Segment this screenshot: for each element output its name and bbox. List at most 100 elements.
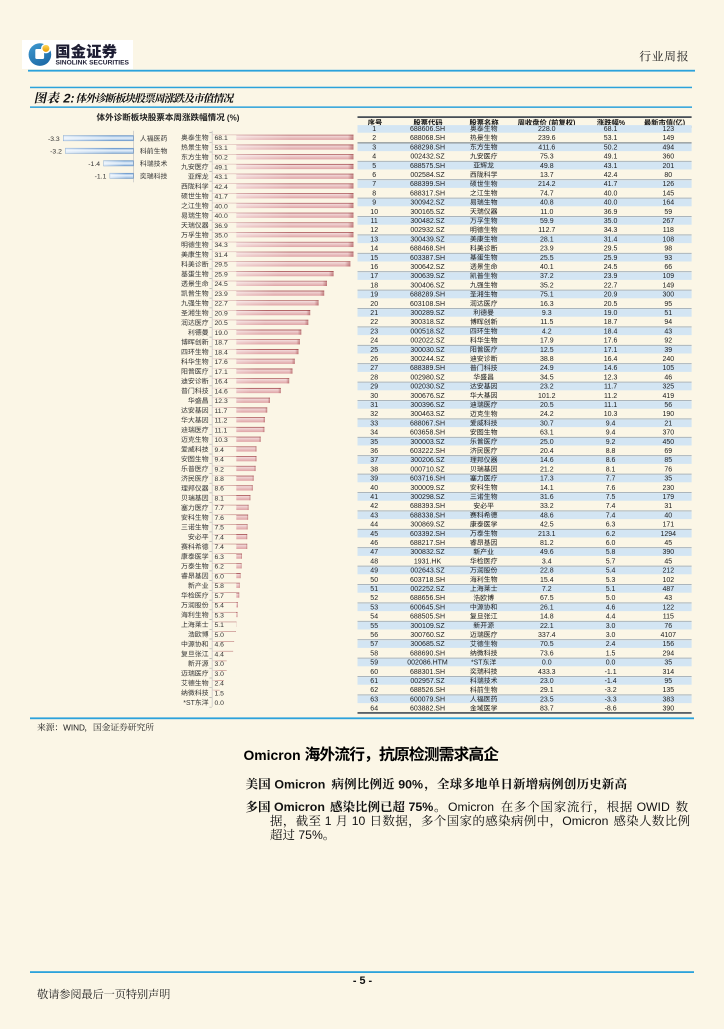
svg-text:3.0: 3.0 xyxy=(215,661,225,668)
svg-text:300206.SZ: 300206.SZ xyxy=(410,457,445,464)
svg-text:13.7: 13.7 xyxy=(540,172,554,179)
svg-text:43: 43 xyxy=(370,512,378,519)
svg-text:7.5: 7.5 xyxy=(215,525,225,532)
svg-text:300: 300 xyxy=(662,292,674,299)
svg-text:300165.SZ: 300165.SZ xyxy=(410,209,445,216)
svg-text:40.1: 40.1 xyxy=(540,264,554,271)
svg-text:16.4: 16.4 xyxy=(604,356,618,363)
svg-text:688690.SH: 688690.SH xyxy=(410,650,445,657)
svg-text:300639.SZ: 300639.SZ xyxy=(410,273,445,280)
svg-text:688301.SH: 688301.SH xyxy=(410,669,445,676)
svg-text:9.4: 9.4 xyxy=(606,420,616,427)
svg-text:14.6: 14.6 xyxy=(604,365,618,372)
svg-text:43.1: 43.1 xyxy=(604,163,618,170)
svg-text:19: 19 xyxy=(370,292,378,299)
svg-text:688393.SH: 688393.SH xyxy=(410,503,445,510)
svg-text:10: 10 xyxy=(370,209,378,216)
svg-text:41.7: 41.7 xyxy=(604,181,618,188)
svg-text:8.8: 8.8 xyxy=(215,476,225,483)
svg-text:21.2: 21.2 xyxy=(540,466,554,473)
svg-text:18.4: 18.4 xyxy=(604,328,618,335)
svg-text:): ) xyxy=(683,120,685,127)
svg-text:300298.SZ: 300298.SZ xyxy=(410,494,445,501)
svg-text:4.2: 4.2 xyxy=(542,328,552,335)
svg-text:370: 370 xyxy=(662,430,674,437)
svg-text:6.3: 6.3 xyxy=(606,522,616,529)
svg-text:20.5: 20.5 xyxy=(540,402,554,409)
svg-text:149: 149 xyxy=(662,135,674,142)
svg-text:Omicron: Omicron xyxy=(562,814,611,828)
svg-text:5.8: 5.8 xyxy=(606,549,616,556)
svg-text:7.4: 7.4 xyxy=(215,544,225,551)
svg-text:34.5: 34.5 xyxy=(540,374,554,381)
svg-text:48: 48 xyxy=(370,558,378,565)
svg-text:14.6: 14.6 xyxy=(540,457,554,464)
svg-text:5.1: 5.1 xyxy=(215,622,225,629)
svg-text:36.9: 36.9 xyxy=(604,209,618,216)
svg-text:17: 17 xyxy=(370,273,378,280)
svg-text:25.9: 25.9 xyxy=(604,255,618,262)
svg-text:51: 51 xyxy=(370,586,378,593)
svg-text:-8.6: -8.6 xyxy=(605,706,617,713)
svg-text:300009.SZ: 300009.SZ xyxy=(410,485,445,492)
svg-text:64: 64 xyxy=(370,706,378,713)
svg-text:35: 35 xyxy=(370,439,378,446)
svg-text:40.0: 40.0 xyxy=(604,190,618,197)
svg-text:4.6: 4.6 xyxy=(215,642,225,649)
svg-text:27: 27 xyxy=(370,365,378,372)
svg-text:9.2: 9.2 xyxy=(606,439,616,446)
svg-text:Omicron: Omicron xyxy=(271,777,329,791)
svg-text:24.5: 24.5 xyxy=(604,264,618,271)
svg-text:688526.SH: 688526.SH xyxy=(410,687,445,694)
svg-text:28.1: 28.1 xyxy=(540,236,554,243)
svg-text:18.7: 18.7 xyxy=(604,319,618,326)
svg-text:26.1: 26.1 xyxy=(540,604,554,611)
svg-text:11.2: 11.2 xyxy=(604,393,617,400)
svg-text:300318.SZ: 300318.SZ xyxy=(410,319,445,326)
svg-text:15: 15 xyxy=(370,255,378,262)
svg-text:17.6: 17.6 xyxy=(215,359,228,366)
svg-text:30.7: 30.7 xyxy=(540,420,554,427)
svg-text:337.4: 337.4 xyxy=(538,632,556,639)
svg-text:14.8: 14.8 xyxy=(540,614,554,621)
svg-text:22.1: 22.1 xyxy=(540,623,554,630)
svg-text:7.2: 7.2 xyxy=(542,586,552,593)
svg-text:34.3: 34.3 xyxy=(604,227,618,234)
svg-text:53: 53 xyxy=(370,604,378,611)
svg-text:40.8: 40.8 xyxy=(540,200,554,207)
svg-text:76: 76 xyxy=(664,623,672,630)
svg-text:49.8: 49.8 xyxy=(540,163,554,170)
svg-text:22.8: 22.8 xyxy=(540,568,554,575)
svg-text:7.4: 7.4 xyxy=(606,512,616,519)
svg-text:37: 37 xyxy=(370,457,378,464)
svg-text:75%: 75% xyxy=(405,800,433,814)
svg-text:59: 59 xyxy=(664,209,672,216)
svg-text:WIND: WIND xyxy=(63,723,85,732)
svg-text:24.2: 24.2 xyxy=(540,411,554,418)
svg-text:688505.SH: 688505.SH xyxy=(410,614,445,621)
svg-text:35: 35 xyxy=(664,476,672,483)
svg-text:300244.SZ: 300244.SZ xyxy=(410,356,445,363)
svg-text:56: 56 xyxy=(664,402,672,409)
svg-text:20.5: 20.5 xyxy=(215,320,228,327)
svg-text:18.7: 18.7 xyxy=(215,340,228,347)
svg-text:(: ( xyxy=(547,120,552,127)
svg-text:44: 44 xyxy=(370,522,378,529)
svg-text:11.1: 11.1 xyxy=(604,402,617,409)
svg-text:300003.SZ: 300003.SZ xyxy=(410,439,445,446)
svg-text:300760.SZ: 300760.SZ xyxy=(410,632,445,639)
svg-text:11.7: 11.7 xyxy=(604,384,617,391)
svg-text:22.7: 22.7 xyxy=(604,282,618,289)
svg-text:5.0: 5.0 xyxy=(215,632,225,639)
svg-text:%: % xyxy=(619,120,626,127)
svg-text:9: 9 xyxy=(372,200,376,207)
svg-text:688289.SH: 688289.SH xyxy=(410,292,445,299)
svg-text:7.5: 7.5 xyxy=(606,494,616,501)
svg-text:13: 13 xyxy=(370,236,378,243)
svg-text:20.9: 20.9 xyxy=(604,292,618,299)
svg-text:4.6: 4.6 xyxy=(606,604,616,611)
svg-text:383: 383 xyxy=(662,696,674,703)
svg-text:17.6: 17.6 xyxy=(604,338,618,345)
svg-text:419: 419 xyxy=(662,393,674,400)
svg-text:002030.SZ: 002030.SZ xyxy=(410,384,445,391)
